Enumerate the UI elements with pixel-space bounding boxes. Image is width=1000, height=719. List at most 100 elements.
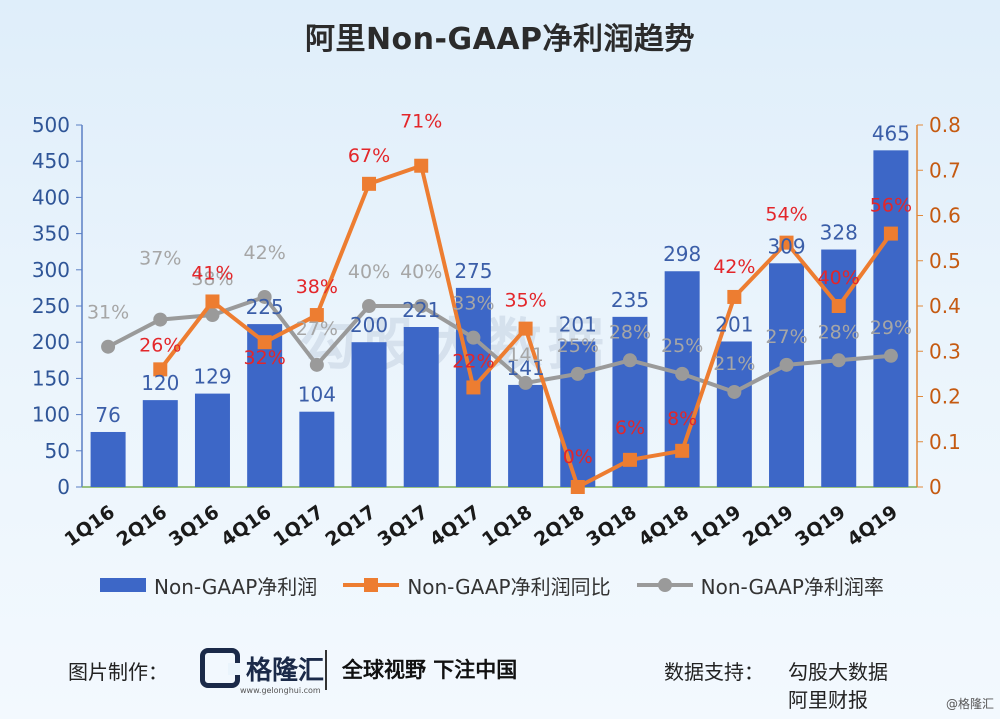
bar [351, 342, 387, 487]
yoy-point [309, 308, 324, 323]
margin-value-label: 27% [765, 326, 807, 348]
right-tick-label: 0.7 [929, 158, 961, 182]
yoy-value-label: 32% [244, 347, 286, 369]
x-category-label: 4Q16 [217, 501, 275, 551]
source-label: 数据支持： [664, 660, 764, 684]
bar [194, 393, 230, 487]
yoy-point [414, 158, 429, 173]
bar-value-label: 141 [507, 356, 545, 380]
legend-margin-swatch [636, 578, 693, 592]
x-category-label: 2Q17 [322, 501, 380, 551]
yoy-point [779, 235, 794, 250]
yoy-point [727, 289, 742, 304]
yoy-point [570, 480, 585, 494]
right-tick-label: 0.6 [929, 204, 961, 228]
legend: Non-GAAP净利润 Non-GAAP净利润同比 Non-GAAP净利润率 [100, 570, 920, 600]
margin-point [622, 353, 637, 368]
margin-value-label: 40% [348, 261, 390, 283]
right-tick-label: 0.1 [929, 430, 961, 454]
bar-value-label: 298 [663, 242, 701, 266]
bar [508, 384, 544, 487]
margin-value-label: 141 [507, 344, 543, 366]
bar [299, 411, 335, 487]
margin-point [101, 339, 116, 354]
x-category-label: 2Q16 [113, 501, 171, 551]
x-category-label: 1Q18 [478, 501, 536, 551]
bar [769, 263, 805, 487]
bar-value-label: 104 [298, 383, 336, 407]
yoy-point [205, 294, 220, 309]
x-category-label: 3Q16 [165, 501, 223, 551]
legend-yoy-swatch [343, 578, 400, 592]
gelonghui-logo: 格隆汇 www.gelonghui.com [200, 648, 325, 695]
x-category-label: 1Q19 [687, 501, 745, 551]
logo-g-icon [200, 648, 240, 688]
bar-value-label: 201 [715, 312, 753, 336]
bar-value-label: 201 [559, 312, 597, 336]
yoy-point [518, 321, 533, 336]
legend-bar-swatch [100, 578, 146, 592]
margin-value-label: 25% [557, 335, 599, 357]
legend-margin-label: Non-GAAP净利润率 [700, 574, 884, 599]
left-tick-label: 200 [32, 330, 70, 354]
margin-point [727, 384, 742, 399]
bar-value-label: 76 [95, 403, 120, 427]
x-category-label: 2Q18 [530, 501, 588, 551]
yoy-point [153, 362, 168, 377]
yoy-value-label: 67% [348, 145, 390, 167]
x-category-label: 3Q18 [582, 501, 640, 551]
x-category-label: 4Q19 [843, 501, 901, 551]
logo-url: www.gelonghui.com [240, 686, 321, 695]
margin-point [414, 299, 429, 313]
yoy-point [831, 299, 846, 313]
left-tick-label: 400 [32, 185, 70, 209]
bar [142, 400, 178, 487]
margin-point [570, 366, 585, 381]
left-tick-label: 250 [32, 294, 70, 318]
yoy-value-label: 42% [713, 256, 755, 278]
bar-value-label: 120 [141, 371, 179, 395]
margin-point [205, 308, 220, 323]
margin-point [831, 353, 846, 368]
bar-value-label: 225 [246, 295, 284, 319]
margin-value-label: 40% [400, 261, 442, 283]
yoy-point [883, 226, 898, 241]
margin-point [779, 357, 794, 372]
x-category-label: 4Q18 [635, 501, 693, 551]
left-tick-label: 350 [32, 222, 70, 246]
made-by-label: 图片制作： [68, 660, 168, 684]
legend-bar-label: Non-GAAP净利润 [154, 574, 318, 599]
logo-name: 格隆汇 [246, 655, 325, 686]
left-tick-label: 150 [32, 366, 70, 390]
margin-value-label: 38% [191, 268, 233, 290]
legend-item-yoy: Non-GAAP净利润同比 [343, 571, 611, 600]
left-tick-label: 100 [32, 403, 70, 427]
left-tick-label: 500 [32, 113, 70, 137]
yoy-value-label: 41% [191, 262, 233, 284]
legend-yoy-label: Non-GAAP净利润同比 [407, 574, 611, 599]
x-category-label: 1Q16 [61, 501, 119, 551]
bar-value-label: 465 [872, 121, 910, 145]
margin-point [309, 357, 324, 372]
right-tick-label: 0 [929, 475, 942, 499]
margin-value-label: 27% [296, 318, 338, 340]
right-tick-label: 0.8 [929, 113, 961, 137]
yoy-point [466, 380, 481, 395]
right-tick-label: 0.2 [929, 385, 961, 409]
bar-value-label: 129 [193, 365, 231, 389]
margin-value-label: 33% [452, 293, 494, 315]
x-category-label: 2Q19 [739, 501, 797, 551]
left-tick-label: 50 [45, 439, 70, 463]
x-category-label: 3Q19 [791, 501, 849, 551]
margin-value-label: 21% [713, 353, 755, 375]
bar-value-label: 309 [767, 234, 805, 258]
margin-value-label: 37% [139, 248, 181, 270]
margin-point [153, 312, 168, 327]
chart-title: 阿里Non-GAAP净利润趋势 [304, 22, 696, 57]
legend-item-bar: Non-GAAP净利润 [100, 571, 317, 600]
left-tick-label: 450 [32, 149, 70, 173]
right-tick-label: 0.3 [929, 339, 961, 363]
yoy-value-label: 0% [563, 446, 593, 468]
corner-watermark: @格隆汇 [945, 697, 994, 711]
